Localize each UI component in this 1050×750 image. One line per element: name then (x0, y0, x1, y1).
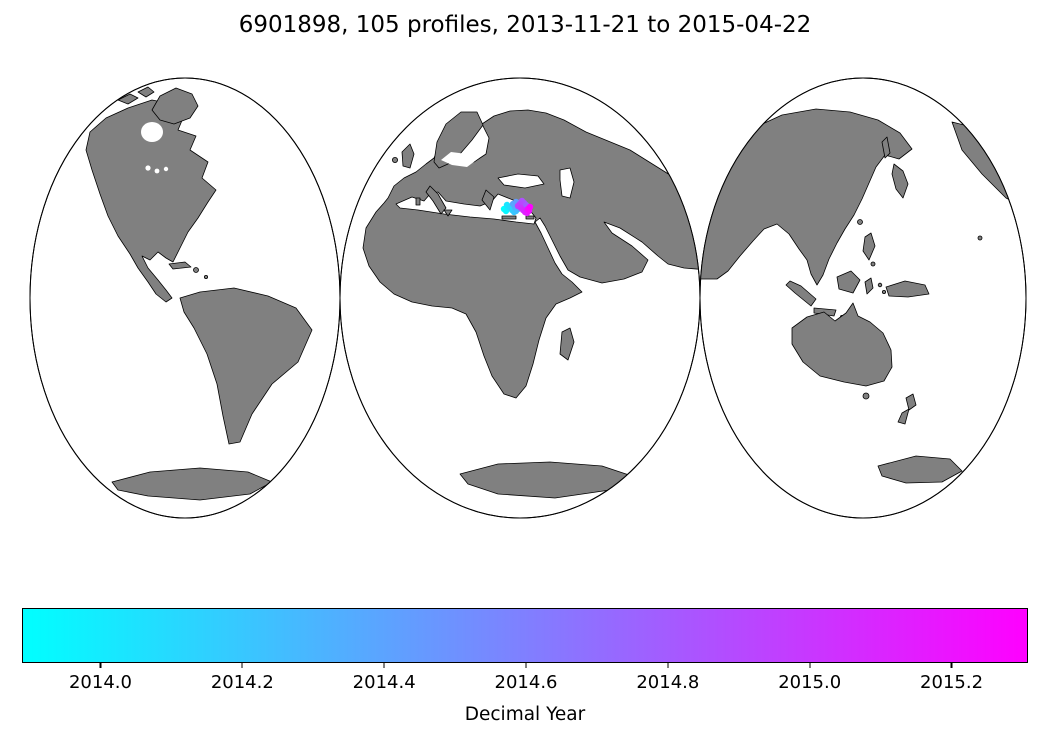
colorbar-tickmark (383, 663, 385, 668)
lobe-outline (699, 77, 1027, 519)
pacific-island (977, 235, 983, 241)
colorbar-tickmark (950, 663, 953, 668)
mediterranean-islands (415, 197, 535, 220)
japan (891, 163, 909, 199)
colorbar-tick: 2015.2 (920, 663, 983, 693)
south-america (179, 287, 313, 445)
colorbar-tick: 2014.6 (494, 663, 558, 693)
baltic-sea (441, 152, 479, 167)
colorbar-tick: 2014.0 (69, 663, 132, 693)
continents-americas (85, 86, 313, 501)
taiwan (857, 219, 863, 225)
great-lakes (145, 165, 151, 171)
greece (481, 189, 495, 211)
eurasia-africa (362, 109, 700, 399)
colorbar-tick-label: 2014.8 (636, 672, 700, 693)
profile-point (526, 203, 534, 211)
profile-scatter-points (500, 197, 534, 217)
colorbar-tickmark (525, 663, 527, 668)
colorbar-tickmark (99, 663, 102, 668)
australia (791, 302, 893, 387)
colorbar-tick: 2015.0 (778, 663, 841, 693)
sakhalin (881, 136, 891, 159)
colorbar-tickmark (809, 663, 811, 668)
colorbar-tick: 2014.2 (211, 663, 274, 693)
colorbar-label: Decimal Year (464, 704, 586, 725)
colorbar-tick-label: 2015.2 (920, 672, 984, 693)
philippines (862, 232, 876, 267)
scandinavia (433, 111, 484, 169)
british-isles (391, 143, 415, 169)
arctic-islands (117, 86, 155, 105)
colorbar-tick-label: 2015.0 (778, 672, 842, 693)
colorbar-tickmark (667, 663, 669, 668)
iceland (387, 111, 405, 125)
greenland (151, 87, 199, 125)
colorbar (22, 608, 1028, 663)
antarctica-east (877, 455, 963, 484)
colorbar-tick-label: 2014.6 (494, 672, 558, 693)
figure-title: 6901898, 105 profiles, 2013-11-21 to 201… (238, 12, 812, 38)
colorbar-tick-label: 2014.0 (68, 672, 132, 693)
new-zealand (897, 393, 917, 425)
new-guinea (885, 280, 930, 298)
italy (425, 185, 447, 215)
colorbar-tick-label: 2014.4 (352, 672, 416, 693)
tasmania (862, 392, 870, 400)
caribbean-islands (168, 261, 208, 279)
great-lakes (154, 168, 160, 174)
colorbar-tick-label: 2014.2 (210, 672, 274, 693)
great-lakes (163, 166, 169, 172)
madagascar (559, 327, 575, 361)
colorbar-ticks: 2014.0 2014.2 2014.4 2014.6 2014.8 2015.0 2015… (22, 663, 1028, 697)
hudson-bay (141, 122, 163, 142)
colorbar-tick: 2014.8 (636, 663, 699, 693)
antarctica-west (111, 467, 273, 501)
colorbar-tickmark (241, 663, 243, 668)
world-map (29, 77, 1027, 519)
colorbar-tick: 2014.4 (353, 663, 416, 693)
indonesia (785, 270, 887, 321)
